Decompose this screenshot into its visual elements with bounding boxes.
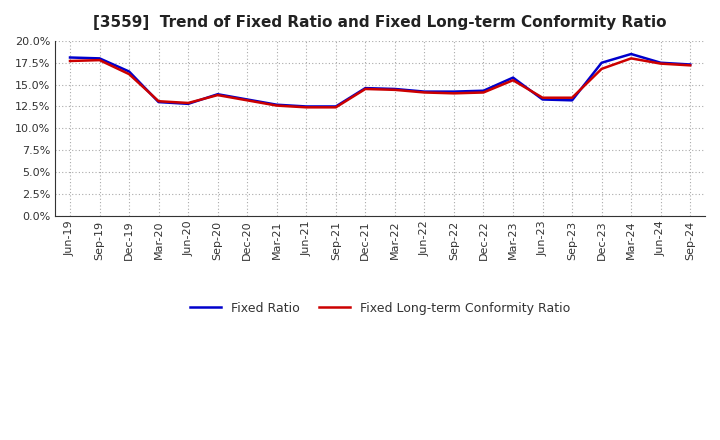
Fixed Long-term Conformity Ratio	[95, 58, 104, 63]
Fixed Ratio	[66, 55, 74, 60]
Fixed Ratio	[154, 99, 163, 105]
Fixed Long-term Conformity Ratio	[331, 105, 340, 110]
Fixed Ratio	[509, 75, 518, 80]
Fixed Long-term Conformity Ratio	[66, 59, 74, 64]
Fixed Long-term Conformity Ratio	[302, 105, 310, 110]
Fixed Ratio	[657, 60, 665, 66]
Fixed Ratio	[302, 104, 310, 109]
Fixed Ratio	[95, 56, 104, 61]
Fixed Long-term Conformity Ratio	[154, 99, 163, 104]
Fixed Ratio	[184, 101, 192, 106]
Legend: Fixed Ratio, Fixed Long-term Conformity Ratio: Fixed Ratio, Fixed Long-term Conformity …	[184, 295, 577, 321]
Fixed Long-term Conformity Ratio	[184, 100, 192, 106]
Fixed Ratio	[480, 88, 488, 93]
Fixed Ratio	[568, 98, 577, 103]
Fixed Long-term Conformity Ratio	[449, 91, 458, 96]
Fixed Long-term Conformity Ratio	[243, 98, 251, 103]
Fixed Ratio	[361, 85, 369, 91]
Fixed Long-term Conformity Ratio	[598, 66, 606, 72]
Fixed Long-term Conformity Ratio	[539, 95, 547, 100]
Fixed Ratio	[598, 60, 606, 66]
Fixed Ratio	[272, 102, 281, 107]
Fixed Ratio	[243, 97, 251, 102]
Fixed Ratio	[331, 104, 340, 109]
Fixed Long-term Conformity Ratio	[568, 95, 577, 100]
Fixed Long-term Conformity Ratio	[480, 90, 488, 95]
Fixed Long-term Conformity Ratio	[272, 103, 281, 108]
Fixed Ratio	[420, 89, 428, 94]
Fixed Ratio	[539, 97, 547, 102]
Fixed Long-term Conformity Ratio	[686, 63, 695, 68]
Fixed Long-term Conformity Ratio	[213, 92, 222, 98]
Fixed Ratio	[125, 69, 133, 74]
Line: Fixed Ratio: Fixed Ratio	[70, 54, 690, 106]
Fixed Long-term Conformity Ratio	[125, 71, 133, 77]
Line: Fixed Long-term Conformity Ratio: Fixed Long-term Conformity Ratio	[70, 59, 690, 107]
Fixed Ratio	[686, 62, 695, 67]
Title: [3559]  Trend of Fixed Ratio and Fixed Long-term Conformity Ratio: [3559] Trend of Fixed Ratio and Fixed Lo…	[94, 15, 667, 30]
Fixed Long-term Conformity Ratio	[627, 56, 636, 61]
Fixed Ratio	[449, 89, 458, 94]
Fixed Long-term Conformity Ratio	[657, 61, 665, 66]
Fixed Ratio	[213, 92, 222, 97]
Fixed Ratio	[627, 51, 636, 57]
Fixed Long-term Conformity Ratio	[420, 90, 428, 95]
Fixed Long-term Conformity Ratio	[509, 77, 518, 83]
Fixed Long-term Conformity Ratio	[390, 87, 399, 92]
Fixed Long-term Conformity Ratio	[361, 86, 369, 92]
Fixed Ratio	[390, 86, 399, 92]
